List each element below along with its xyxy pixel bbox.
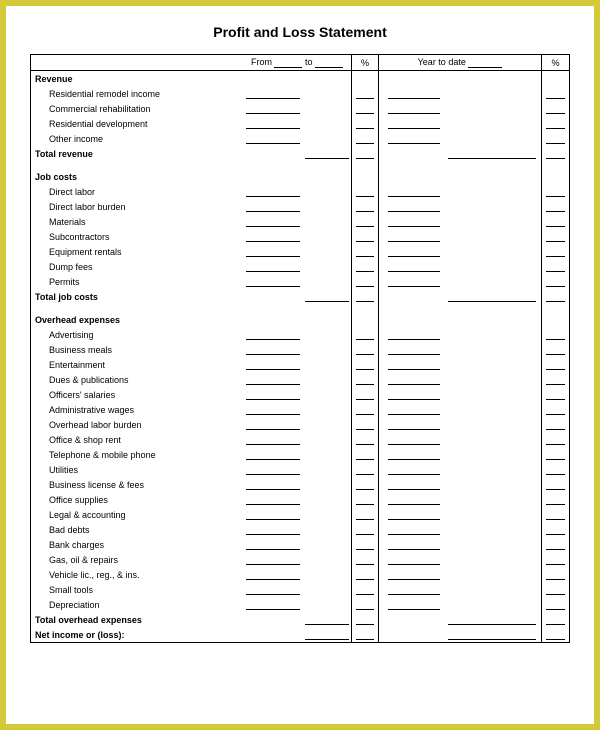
row-label: Legal & accounting <box>31 510 243 520</box>
line-item: Subcontractors <box>31 229 569 244</box>
row-label: Subcontractors <box>31 232 243 242</box>
line-item: Office & shop rent <box>31 432 569 447</box>
page-title: Profit and Loss Statement <box>30 24 570 40</box>
header-ytd: Year to date <box>379 57 541 67</box>
row-label: Utilities <box>31 465 243 475</box>
line-item: Advertising <box>31 327 569 342</box>
row-label: Materials <box>31 217 243 227</box>
row-label: Total job costs <box>31 292 243 302</box>
line-item: Overhead labor burden <box>31 417 569 432</box>
line-item: Legal & accounting <box>31 507 569 522</box>
row-label: Vehicle lic., reg., & ins. <box>31 570 243 580</box>
row-label: Office & shop rent <box>31 435 243 445</box>
line-item: Dump fees <box>31 259 569 274</box>
line-item: Office supplies <box>31 492 569 507</box>
header-period: From to <box>243 57 351 67</box>
line-item: Commercial rehabilitation <box>31 101 569 116</box>
section-header: Job costs <box>31 169 569 184</box>
header-pct2: % <box>541 55 569 70</box>
line-item: Equipment rentals <box>31 244 569 259</box>
line-item: Gas, oil & repairs <box>31 552 569 567</box>
row-label: Direct labor burden <box>31 202 243 212</box>
line-item: Materials <box>31 214 569 229</box>
row-label: Entertainment <box>31 360 243 370</box>
row-label: Residential development <box>31 119 243 129</box>
row-label: Commercial rehabilitation <box>31 104 243 114</box>
row-label: Residential remodel income <box>31 89 243 99</box>
line-item: Telephone & mobile phone <box>31 447 569 462</box>
row-label: Small tools <box>31 585 243 595</box>
row-label: Overhead expenses <box>31 315 243 325</box>
row-label: Officers' salaries <box>31 390 243 400</box>
row-label: Overhead labor burden <box>31 420 243 430</box>
line-item: Residential remodel income <box>31 86 569 101</box>
row-label: Business license & fees <box>31 480 243 490</box>
row-label: Advertising <box>31 330 243 340</box>
row-label: Direct labor <box>31 187 243 197</box>
net-income-row: Net income or (loss): <box>31 627 569 642</box>
line-item: Dues & publications <box>31 372 569 387</box>
line-item: Bad debts <box>31 522 569 537</box>
line-item: Permits <box>31 274 569 289</box>
line-item: Business meals <box>31 342 569 357</box>
row-label: Permits <box>31 277 243 287</box>
line-item: Vehicle lic., reg., & ins. <box>31 567 569 582</box>
line-item: Entertainment <box>31 357 569 372</box>
line-item: Residential development <box>31 116 569 131</box>
row-label: Other income <box>31 134 243 144</box>
row-label: Equipment rentals <box>31 247 243 257</box>
line-item: Administrative wages <box>31 402 569 417</box>
row-label: Total revenue <box>31 149 243 159</box>
header-row: From to % Year to date % <box>31 55 569 71</box>
line-item: Other income <box>31 131 569 146</box>
section-header: Revenue <box>31 71 569 86</box>
line-item: Bank charges <box>31 537 569 552</box>
spacer <box>31 161 569 169</box>
row-label: Depreciation <box>31 600 243 610</box>
line-item: Officers' salaries <box>31 387 569 402</box>
section-total: Total overhead expenses <box>31 612 569 627</box>
statement-table: From to % Year to date % Revenue Resident… <box>30 54 570 643</box>
row-label: Dump fees <box>31 262 243 272</box>
row-label: Bank charges <box>31 540 243 550</box>
row-label: Net income or (loss): <box>31 630 243 640</box>
header-pct1: % <box>351 55 379 70</box>
row-label: Gas, oil & repairs <box>31 555 243 565</box>
spacer <box>31 304 569 312</box>
line-item: Small tools <box>31 582 569 597</box>
row-label: Telephone & mobile phone <box>31 450 243 460</box>
table-body: Revenue Residential remodel income Commerc… <box>31 71 569 642</box>
line-item: Direct labor <box>31 184 569 199</box>
row-label: Business meals <box>31 345 243 355</box>
section-header: Overhead expenses <box>31 312 569 327</box>
row-label: Total overhead expenses <box>31 615 243 625</box>
line-item: Utilities <box>31 462 569 477</box>
row-label: Dues & publications <box>31 375 243 385</box>
line-item: Business license & fees <box>31 477 569 492</box>
row-label: Job costs <box>31 172 243 182</box>
row-label: Office supplies <box>31 495 243 505</box>
row-label: Administrative wages <box>31 405 243 415</box>
line-item: Depreciation <box>31 597 569 612</box>
line-item: Direct labor burden <box>31 199 569 214</box>
row-label: Revenue <box>31 74 243 84</box>
section-total: Total revenue <box>31 146 569 161</box>
section-total: Total job costs <box>31 289 569 304</box>
row-label: Bad debts <box>31 525 243 535</box>
